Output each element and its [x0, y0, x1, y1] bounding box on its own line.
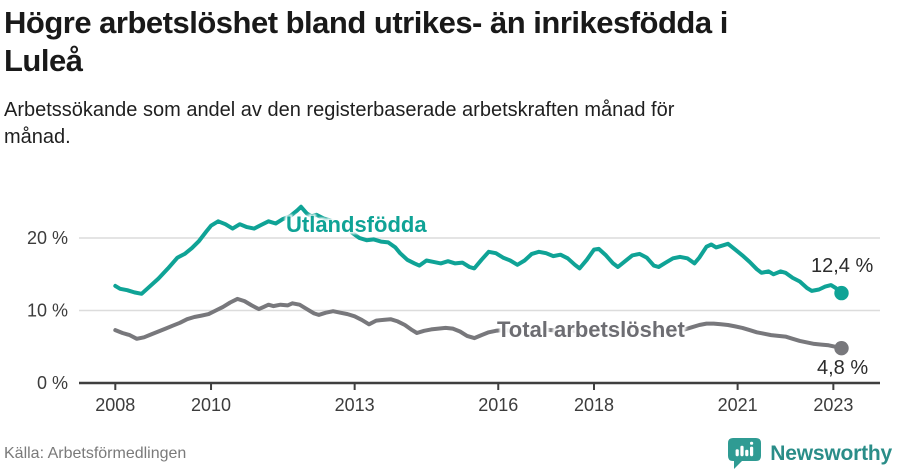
series-label-utlandsfodda: Utlandsfödda: [286, 212, 427, 237]
series-label-total-arbetsloshet: Total arbetslöshet: [497, 317, 685, 342]
title-line-1: Högre arbetslöshet bland utrikes- än inr…: [4, 5, 728, 40]
newsworthy-brand: Newsworthy: [728, 437, 892, 470]
newsworthy-logo-icon: [728, 438, 762, 469]
series-end-dot-1: [834, 341, 849, 356]
y-axis-tick-label: 20 %: [27, 228, 68, 248]
page-title: Högre arbetslöshet bland utrikes- än inr…: [4, 4, 728, 80]
x-axis-tick-label: 2010: [191, 395, 231, 415]
y-axis-tick-label: 10 %: [27, 301, 68, 321]
source-caption: Källa: Arbetsförmedlingen: [4, 445, 187, 462]
newsworthy-wordmark: Newsworthy: [770, 441, 892, 465]
series-line-1: [113, 296, 844, 351]
subtitle-line-1: Arbetssökande som andel av den registerb…: [4, 99, 675, 121]
series-end-dot-0: [834, 285, 849, 301]
x-axis-tick-label: 2013: [335, 395, 375, 415]
series-line-0: [113, 204, 844, 296]
x-axis-tick-label: 2008: [95, 395, 135, 415]
x-axis-tick-label: 2018: [574, 395, 614, 415]
y-axis-tick-label: 0 %: [37, 373, 68, 393]
chart-subtitle: Arbetssökande som andel av den registerb…: [4, 97, 674, 151]
end-value-label-total: 4,8 %: [817, 357, 869, 379]
title-line-2: Luleå: [4, 43, 83, 78]
end-value-label-utlandsfodda: 12,4 %: [811, 255, 874, 277]
x-axis-tick-label: 2021: [718, 395, 758, 415]
subtitle-line-2: månad.: [4, 126, 71, 148]
x-axis-tick-label: 2016: [478, 395, 518, 415]
x-axis-tick-label: 2023: [813, 395, 853, 415]
